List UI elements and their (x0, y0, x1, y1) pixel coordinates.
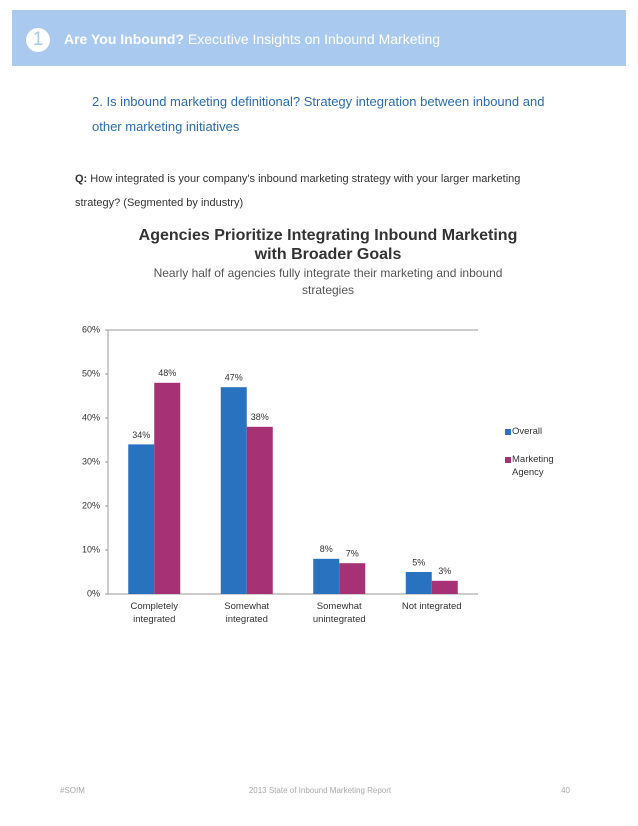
legend-label-box: Marketing Agency (512, 454, 554, 478)
legend-swatch (505, 457, 511, 463)
value-label: 38% (251, 412, 269, 422)
x-tick-label-box: Not integrated (401, 601, 462, 612)
x-tick-label: Not integrated (401, 601, 462, 612)
y-tick-label: 20% (82, 500, 100, 510)
bar (313, 558, 340, 594)
header-title: Are You Inbound? Executive Insights on I… (64, 31, 440, 47)
chart-subtitle: Nearly half of agencies fully integrate … (153, 266, 503, 297)
footer-page: 40 (561, 786, 570, 795)
y-tick-label: 0% (87, 588, 100, 598)
value-label: 3% (438, 566, 451, 576)
question: Q: How integrated is your company's inbo… (75, 167, 555, 215)
value-label: 8% (320, 544, 333, 554)
bar (154, 382, 181, 594)
bar (246, 426, 273, 594)
bar (220, 387, 247, 594)
value-label: 34% (132, 430, 150, 440)
header-band (12, 10, 626, 66)
y-tick-label: 60% (82, 324, 100, 334)
chart-title: Agencies Prioritize Integrating Inbound … (138, 227, 518, 263)
question-text: How integrated is your company's inbound… (75, 173, 521, 209)
y-tick-label: 50% (82, 368, 100, 378)
footer-left: #SOIM (60, 786, 85, 795)
value-label: 47% (225, 373, 243, 383)
y-tick-label: 10% (82, 544, 100, 554)
header-title-rest: Executive Insights on Inbound Marketing (187, 31, 441, 47)
value-label: 5% (412, 557, 425, 567)
x-tick-label-box: Completely integrated (130, 601, 179, 625)
bar (339, 563, 366, 594)
question-label: Q: (75, 173, 88, 185)
footer-center: 2013 State of Inbound Marketing Report (248, 786, 392, 795)
legend-label: Overall (512, 426, 543, 437)
legend-swatch (505, 429, 511, 435)
bar (431, 580, 458, 594)
bar (405, 572, 432, 594)
x-tick-label-box: Somewhat integrated (224, 601, 270, 625)
x-tick-label: Completely integrated (130, 601, 179, 625)
x-tick-label: Somewhat unintegrated (312, 601, 366, 625)
chapter-number: 1 (26, 28, 50, 52)
y-tick-label: 30% (82, 456, 100, 466)
header-title-bold: Are You Inbound? (64, 31, 185, 47)
bar (128, 444, 155, 594)
section-heading: 2. Is inbound marketing definitional? St… (92, 94, 545, 134)
value-label: 7% (346, 549, 359, 559)
y-tick-label: 40% (82, 412, 100, 422)
x-tick-label-box: Somewhat unintegrated (312, 601, 366, 625)
legend-label: Marketing Agency (512, 454, 554, 478)
value-label: 48% (158, 368, 176, 378)
legend-label-box: Overall (512, 426, 543, 437)
x-tick-label: Somewhat integrated (224, 601, 270, 625)
